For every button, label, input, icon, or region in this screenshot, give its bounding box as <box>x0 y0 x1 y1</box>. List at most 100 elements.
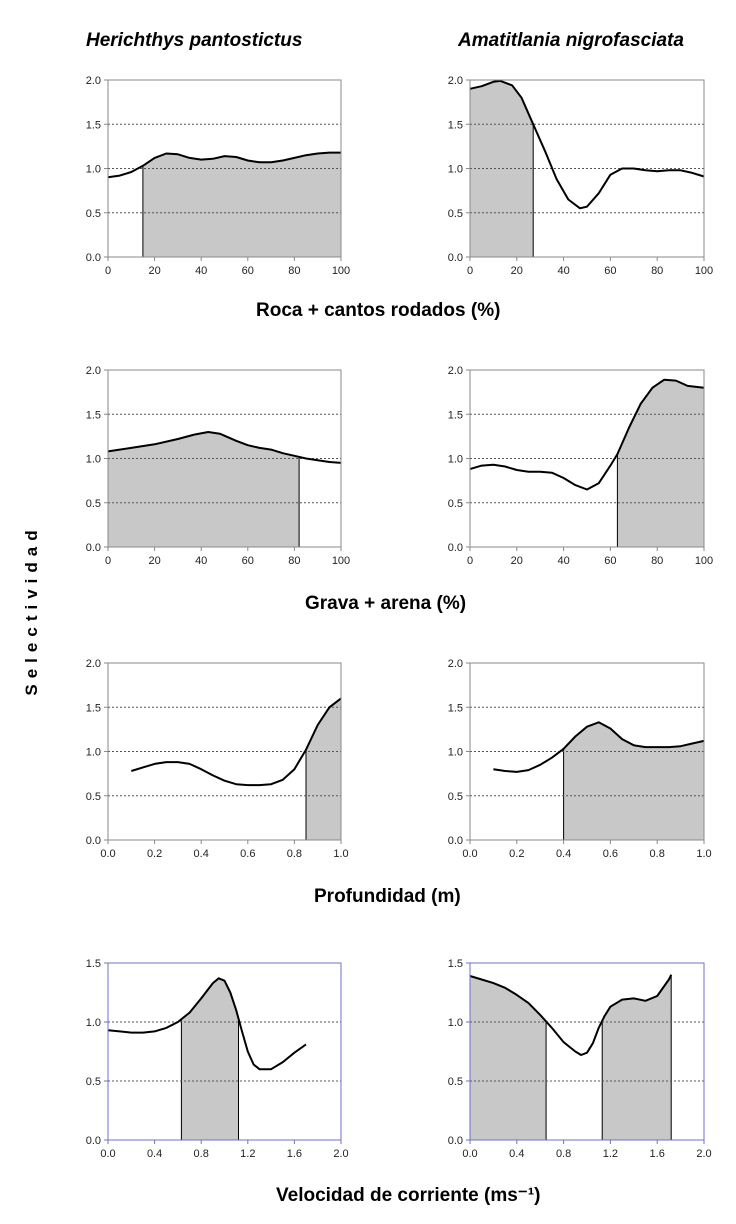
shaded-area-1 <box>180 977 239 1141</box>
x-tick-label: 80 <box>651 265 663 277</box>
y-tick-label: 1.5 <box>86 119 101 131</box>
y-tick-label: 0.0 <box>448 1135 463 1147</box>
y-tick-label: 2.0 <box>448 365 463 377</box>
selectivity-line <box>131 697 342 787</box>
x-tick-label: 0.6 <box>240 848 255 860</box>
x-tick-label: 80 <box>288 555 300 567</box>
y-tick-label: 0.5 <box>448 208 463 220</box>
x-tick-label: 20 <box>148 265 160 277</box>
x-tick-label: 100 <box>695 555 713 567</box>
plot-frame <box>469 962 705 1141</box>
panel-grava-herichthys: 0.0 0.5 1.0 1.5 2.0 0 20 40 60 80 100 <box>86 365 350 567</box>
x-tick-label: 0.4 <box>509 1148 524 1160</box>
y-tick-label: 1.5 <box>86 702 101 714</box>
y-tick-label: 1.0 <box>448 454 463 466</box>
y-tick-label: 1.5 <box>448 958 463 970</box>
selectivity-line <box>469 378 705 491</box>
shaded-area-1 <box>616 379 705 548</box>
y-tick-label: 2.0 <box>86 75 101 87</box>
x-tick-label: 0.0 <box>100 1148 115 1160</box>
x-tick-label: 2.0 <box>333 1148 348 1160</box>
shaded-area-1 <box>305 697 342 841</box>
x-tick-label: 0.4 <box>556 848 571 860</box>
shaded-area-1 <box>563 721 705 841</box>
x-tick-label: 1.6 <box>650 1148 665 1160</box>
y-tick-label: 0.5 <box>86 791 101 803</box>
y-tick-label: 1.5 <box>86 958 101 970</box>
selectivity-line <box>107 431 342 464</box>
title-herichthys: Herichthys pantostictus <box>86 30 303 51</box>
x-tick-label: 20 <box>511 555 523 567</box>
x-tick-label: 60 <box>242 265 254 277</box>
x-tick-label: 0.0 <box>100 848 115 860</box>
x-tick-label: 80 <box>651 555 663 567</box>
x-tick-label: 40 <box>195 555 207 567</box>
selectivity-line <box>107 977 307 1071</box>
y-tick-label: 2.0 <box>86 365 101 377</box>
x-tick-label: 100 <box>332 555 350 567</box>
x-tick-label: 20 <box>148 555 160 567</box>
y-tick-label: 0.0 <box>86 835 101 847</box>
y-tick-label: 1.5 <box>86 409 101 421</box>
x-tick-label: 0.8 <box>287 848 302 860</box>
x-tick-label: 0.2 <box>509 848 524 860</box>
panel-roca-amatitlania: 0.0 0.5 1.0 1.5 2.0 0 20 40 60 80 100 <box>448 75 713 277</box>
selectivity-line <box>469 974 673 1056</box>
x-tick-label: 0 <box>467 265 473 277</box>
y-tick-label: 0.0 <box>448 252 463 264</box>
panel-profundidad-herichthys: 0.0 0.5 1.0 1.5 2.0 0.0 0.2 0.4 0.6 0.8 1.0 <box>86 658 349 860</box>
x-tick-label: 0.0 <box>462 848 477 860</box>
y-tick-label: 1.0 <box>448 747 463 759</box>
x-tick-label: 40 <box>557 555 569 567</box>
selectivity-line <box>107 151 341 179</box>
x-tick-label: 40 <box>195 265 207 277</box>
x-tick-label: 0.8 <box>556 1148 571 1160</box>
y-tick-label: 0.5 <box>86 208 101 220</box>
panel-roca-herichthys: 0.0 0.5 1.0 1.5 2.0 0 20 40 60 80 100 <box>86 75 350 277</box>
x-tick-label: 1.0 <box>696 848 711 860</box>
panel-grava-amatitlania: 0.0 0.5 1.0 1.5 2.0 0 20 40 60 80 100 <box>448 365 713 567</box>
x-tick-label: 20 <box>511 265 523 277</box>
x-tick-label: 0.8 <box>650 848 665 860</box>
y-tick-label: 0.5 <box>448 791 463 803</box>
panel-velocidad-herichthys: 0.0 0.5 1.0 1.5 0.0 0.4 0.8 1.2 1.6 2.0 <box>86 958 349 1160</box>
x-tick-label: 60 <box>242 555 254 567</box>
x-tick-label: 1.0 <box>333 848 348 860</box>
selectivity-line <box>469 79 705 210</box>
panel-velocidad-amatitlania: 0.0 0.5 1.0 1.5 0.0 0.4 0.8 1.2 1.6 2.0 <box>448 958 712 1160</box>
y-tick-label: 0.0 <box>448 835 463 847</box>
shaded-area-1 <box>469 975 547 1141</box>
y-tick-label: 0.5 <box>86 1076 101 1088</box>
x-tick-label: 0.8 <box>194 1148 209 1160</box>
x-tick-label: 0.4 <box>194 848 209 860</box>
y-tick-label: 0.5 <box>448 1076 463 1088</box>
y-tick-label: 0.5 <box>86 498 101 510</box>
x-tick-label: 0 <box>105 265 111 277</box>
y-axis-label: Selectividad <box>22 524 42 695</box>
title-amatitlania: Amatitlania nigrofasciata <box>458 30 684 51</box>
x-tick-label: 2.0 <box>696 1148 711 1160</box>
y-tick-label: 2.0 <box>448 75 463 87</box>
y-axis-label-text: Selectividad <box>22 524 41 696</box>
x-tick-label: 80 <box>288 265 300 277</box>
y-tick-label: 1.0 <box>448 164 463 176</box>
panel-profundidad-amatitlania: 0.0 0.5 1.0 1.5 2.0 0.0 0.2 0.4 0.6 0.8 1.0 <box>448 658 712 860</box>
y-tick-label: 0.0 <box>86 1135 101 1147</box>
xlabel-grava: Grava + arena (%) <box>305 593 467 614</box>
y-tick-label: 1.5 <box>448 409 463 421</box>
y-tick-label: 1.0 <box>86 1017 101 1029</box>
y-tick-label: 1.0 <box>448 1017 463 1029</box>
x-tick-label: 1.2 <box>603 1148 618 1160</box>
x-tick-label: 0.0 <box>462 1148 477 1160</box>
x-tick-label: 100 <box>332 265 350 277</box>
x-tick-label: 0.2 <box>147 848 162 860</box>
y-tick-label: 0.5 <box>448 498 463 510</box>
y-tick-label: 1.5 <box>448 119 463 131</box>
x-tick-label: 1.2 <box>240 1148 255 1160</box>
plot-frame <box>107 962 342 1141</box>
x-tick-label: 60 <box>604 555 616 567</box>
x-tick-label: 1.6 <box>287 1148 302 1160</box>
xlabel-velocidad: Velocidad de corriente (ms⁻¹) <box>276 1185 541 1206</box>
y-tick-label: 1.0 <box>86 164 101 176</box>
x-tick-label: 0.6 <box>603 848 618 860</box>
